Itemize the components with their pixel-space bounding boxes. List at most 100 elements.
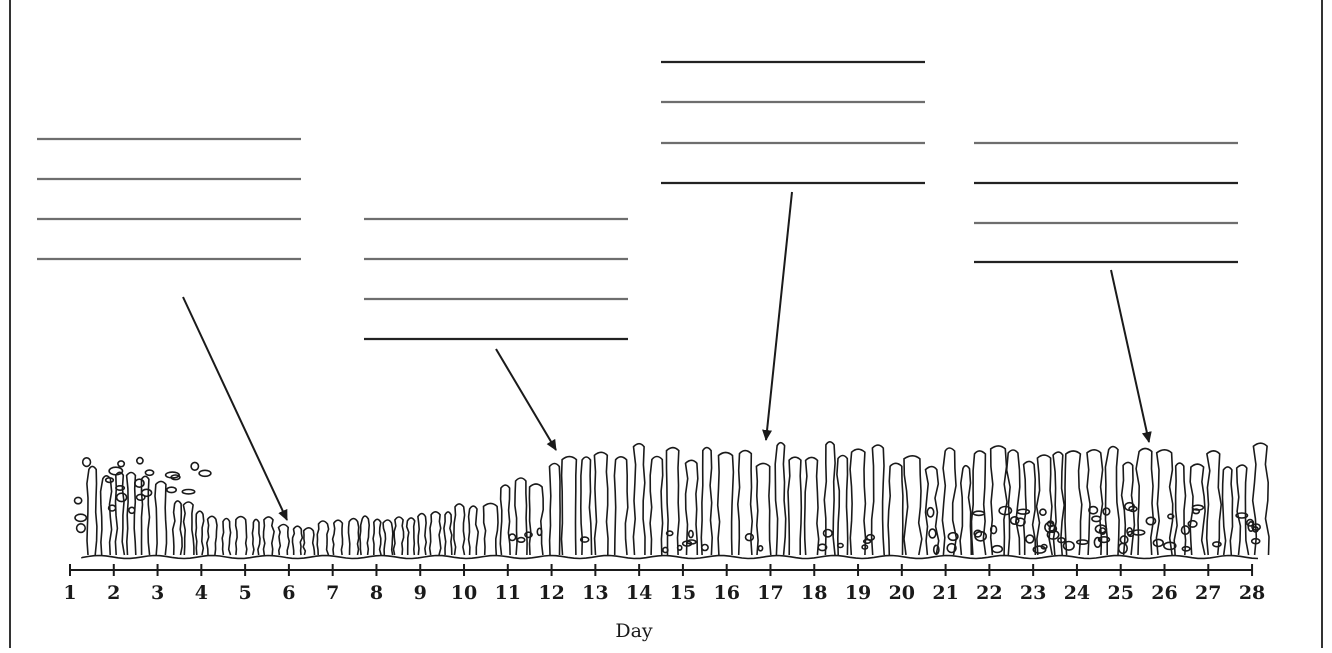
gland xyxy=(372,518,382,556)
debris-fragment xyxy=(166,486,178,494)
debris-fragment xyxy=(198,469,212,478)
axis-tick-label: 7 xyxy=(326,582,339,604)
debris-fragment xyxy=(144,469,155,477)
gland xyxy=(1135,447,1155,556)
pointer-arrow-2 xyxy=(495,348,557,451)
stromal-fragment xyxy=(1145,516,1157,526)
debris-fragment xyxy=(73,496,83,505)
stromal-fragment xyxy=(973,529,983,538)
axis-tick-label: 2 xyxy=(107,582,120,604)
gland xyxy=(205,515,218,556)
stromal-fragment xyxy=(928,528,937,539)
debris-fragment xyxy=(135,456,144,465)
debris-fragment xyxy=(128,506,136,515)
stromal-fragment xyxy=(1126,530,1135,538)
gland xyxy=(86,465,98,556)
label-box-3 xyxy=(661,60,925,185)
stromal-cell xyxy=(676,544,683,551)
gland xyxy=(1235,464,1250,556)
gland xyxy=(700,446,714,556)
gland xyxy=(453,503,466,556)
stromal-fragment xyxy=(998,505,1013,516)
stromal-fragment xyxy=(932,544,940,555)
gland xyxy=(302,527,316,556)
stromal-fragment xyxy=(1117,542,1128,555)
axis-tick-label: 19 xyxy=(845,582,871,604)
gland xyxy=(125,471,137,556)
axis-tick-label: 9 xyxy=(414,582,427,604)
axis-tick-label: 26 xyxy=(1151,582,1177,604)
debris-fragment xyxy=(75,522,86,534)
stromal-cell xyxy=(861,544,869,550)
axis-tick-label: 27 xyxy=(1195,582,1221,604)
gland xyxy=(1022,460,1037,556)
axis-tick-label: 16 xyxy=(713,582,739,604)
gland xyxy=(482,502,499,556)
gland xyxy=(291,525,304,556)
gland xyxy=(836,454,849,556)
stromal-cell xyxy=(579,536,590,543)
gland xyxy=(514,477,528,556)
gland xyxy=(941,447,958,556)
stromal-fragment xyxy=(1250,537,1261,545)
stromal-cell xyxy=(662,546,669,554)
stromal-fragment xyxy=(1025,534,1035,544)
debris-fragment xyxy=(140,488,153,498)
gland xyxy=(1205,450,1223,556)
gland xyxy=(405,517,416,556)
debris-fragment xyxy=(108,466,124,476)
stromal-fragment xyxy=(1251,523,1261,531)
stromal-fragment xyxy=(1191,504,1205,511)
axis-tick-label: 5 xyxy=(239,582,252,604)
gland xyxy=(1086,449,1104,556)
stromal-fragment xyxy=(991,544,1004,554)
label-box-2 xyxy=(364,217,628,341)
gland xyxy=(1035,454,1053,556)
gland xyxy=(528,483,545,556)
stromal-fragment xyxy=(1009,515,1020,525)
gland xyxy=(347,517,360,556)
axis-tick-label: 6 xyxy=(282,582,295,604)
axis-tick-label: 21 xyxy=(932,582,958,604)
axis-tick-label: 14 xyxy=(626,582,652,604)
stromal-fragment xyxy=(1152,538,1165,548)
gland xyxy=(140,475,151,556)
axis-tick-label: 18 xyxy=(801,582,827,604)
endometrium-illustration xyxy=(73,441,1270,560)
stromal-fragment xyxy=(1032,545,1047,554)
gland xyxy=(221,517,232,556)
gland xyxy=(443,511,453,556)
debris-fragment xyxy=(107,504,117,512)
label-box-4 xyxy=(974,141,1238,264)
stromal-fragment xyxy=(1088,505,1099,515)
gland xyxy=(755,462,772,556)
gland xyxy=(1155,449,1174,556)
gland xyxy=(499,484,511,556)
gland xyxy=(1052,451,1066,556)
axis-tick-label: 22 xyxy=(976,582,1002,604)
gland xyxy=(1064,450,1083,556)
debris-fragment xyxy=(117,460,126,468)
debris-fragment xyxy=(190,461,200,471)
gland xyxy=(887,462,904,556)
stromal-fragment xyxy=(1097,535,1111,544)
stromal-fragment xyxy=(1167,513,1175,520)
pointer-arrow-1 xyxy=(182,296,288,521)
gland xyxy=(959,464,973,556)
gland xyxy=(665,446,680,556)
axis-tick-label: 3 xyxy=(151,582,164,604)
stromal-cell xyxy=(686,539,697,545)
axis-tick-label: 20 xyxy=(889,582,915,604)
stromal-fragment xyxy=(926,506,935,518)
gland xyxy=(716,451,735,556)
stromal-fragment xyxy=(1039,508,1047,517)
stromal-fragment xyxy=(947,531,959,542)
stromal-cell xyxy=(665,530,674,537)
stromal-fragment xyxy=(946,542,957,554)
gland xyxy=(331,519,344,556)
gland xyxy=(234,515,248,556)
axis-tick-label: 10 xyxy=(451,582,477,604)
stromal-fragment xyxy=(1181,545,1191,552)
pointer-arrow-4 xyxy=(1110,269,1152,443)
